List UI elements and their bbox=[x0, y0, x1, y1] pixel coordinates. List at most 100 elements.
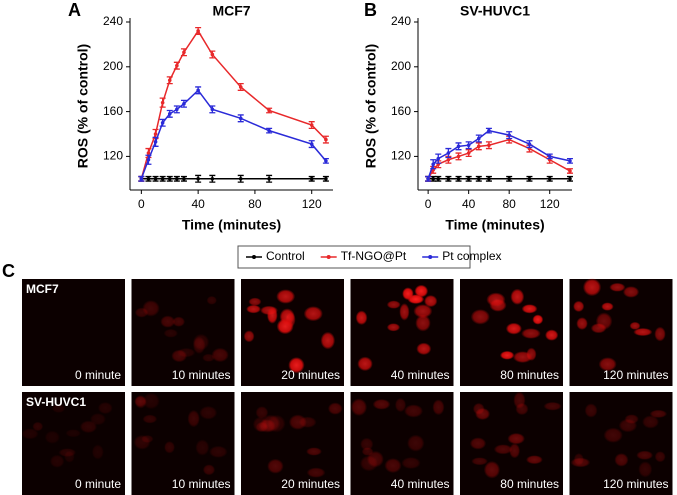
point bbox=[238, 116, 243, 121]
point bbox=[446, 151, 451, 155]
cell bbox=[525, 455, 543, 465]
y-tick-label: 120 bbox=[391, 149, 411, 163]
cell bbox=[142, 392, 160, 410]
cell bbox=[306, 467, 326, 478]
point bbox=[309, 142, 314, 146]
point bbox=[210, 52, 215, 57]
series-line bbox=[140, 89, 327, 180]
point bbox=[182, 177, 186, 181]
cell bbox=[89, 413, 107, 426]
time-label: 40 minutes bbox=[391, 368, 450, 382]
cell bbox=[206, 295, 217, 305]
micrograph: 10 minutes bbox=[131, 392, 235, 495]
cell bbox=[486, 292, 506, 307]
point bbox=[146, 151, 151, 155]
cell bbox=[584, 403, 598, 418]
x-tick-label: 0 bbox=[425, 197, 432, 211]
point bbox=[431, 162, 435, 167]
cell bbox=[424, 295, 438, 308]
time-label: 0 minute bbox=[75, 477, 121, 491]
cell bbox=[248, 297, 262, 306]
cell bbox=[303, 306, 323, 322]
cell bbox=[243, 330, 255, 343]
x-tick-label: 80 bbox=[248, 197, 262, 211]
cell bbox=[509, 443, 521, 459]
point bbox=[153, 140, 158, 144]
cell bbox=[246, 304, 261, 314]
cell bbox=[192, 333, 210, 351]
point bbox=[175, 177, 179, 181]
point bbox=[507, 177, 511, 181]
cell bbox=[142, 414, 158, 424]
point bbox=[324, 177, 328, 181]
y-tick-label: 200 bbox=[103, 59, 123, 73]
cell bbox=[413, 304, 433, 319]
point bbox=[426, 177, 430, 181]
cell bbox=[493, 444, 513, 455]
point bbox=[527, 142, 532, 146]
y-tick-label: 160 bbox=[391, 104, 411, 118]
time-label: 120 minutes bbox=[603, 368, 668, 382]
point bbox=[466, 143, 471, 147]
cell bbox=[544, 329, 559, 341]
point bbox=[238, 85, 243, 89]
cell bbox=[624, 414, 639, 424]
cell bbox=[475, 407, 491, 421]
point bbox=[487, 143, 491, 147]
cell bbox=[582, 278, 602, 297]
cell bbox=[357, 356, 373, 372]
y-axis-label: ROS (% of control) bbox=[75, 44, 91, 168]
cell bbox=[394, 397, 407, 413]
cell bbox=[58, 448, 77, 457]
point bbox=[267, 177, 271, 181]
point bbox=[309, 177, 314, 181]
cell bbox=[432, 399, 445, 416]
cell bbox=[512, 351, 533, 363]
cell bbox=[202, 464, 216, 476]
micrograph: 0 minute bbox=[21, 392, 125, 495]
point bbox=[196, 177, 200, 181]
cell bbox=[360, 437, 374, 451]
cell bbox=[350, 398, 368, 417]
cell bbox=[276, 289, 296, 304]
x-tick-label: 40 bbox=[191, 197, 205, 211]
x-axis-label: Time (minutes) bbox=[182, 217, 281, 233]
point bbox=[507, 133, 511, 137]
time-label: 80 minutes bbox=[500, 477, 559, 491]
time-label: 10 minutes bbox=[172, 477, 231, 491]
y-tick-label: 200 bbox=[391, 59, 411, 73]
legend-marker bbox=[428, 255, 433, 259]
cell bbox=[195, 439, 210, 456]
cell bbox=[595, 312, 613, 330]
panel-letter: C bbox=[2, 261, 15, 281]
point bbox=[547, 154, 552, 159]
cell bbox=[636, 450, 654, 460]
cell bbox=[202, 353, 215, 362]
y-tick-label: 240 bbox=[103, 14, 123, 28]
point bbox=[167, 177, 172, 181]
point bbox=[167, 78, 172, 83]
point bbox=[466, 177, 471, 181]
cell bbox=[327, 402, 343, 415]
cell bbox=[384, 458, 402, 474]
time-label: 10 minutes bbox=[172, 368, 231, 382]
row-label: MCF7 bbox=[26, 282, 59, 296]
micrograph: 80 minutes bbox=[460, 279, 563, 386]
point bbox=[456, 144, 461, 149]
cell bbox=[255, 406, 269, 419]
cell bbox=[49, 454, 65, 468]
chart-title: SV-HUVC1 bbox=[460, 3, 530, 19]
point bbox=[446, 177, 451, 181]
point bbox=[568, 169, 572, 173]
point bbox=[153, 132, 158, 136]
point bbox=[456, 154, 461, 159]
point bbox=[568, 177, 572, 181]
cell bbox=[44, 430, 61, 444]
point bbox=[466, 151, 471, 155]
legend-box bbox=[237, 245, 471, 269]
cell bbox=[543, 401, 562, 411]
cell bbox=[386, 300, 401, 309]
cell bbox=[177, 347, 196, 358]
cell bbox=[320, 331, 336, 350]
y-tick-label: 160 bbox=[103, 104, 123, 118]
